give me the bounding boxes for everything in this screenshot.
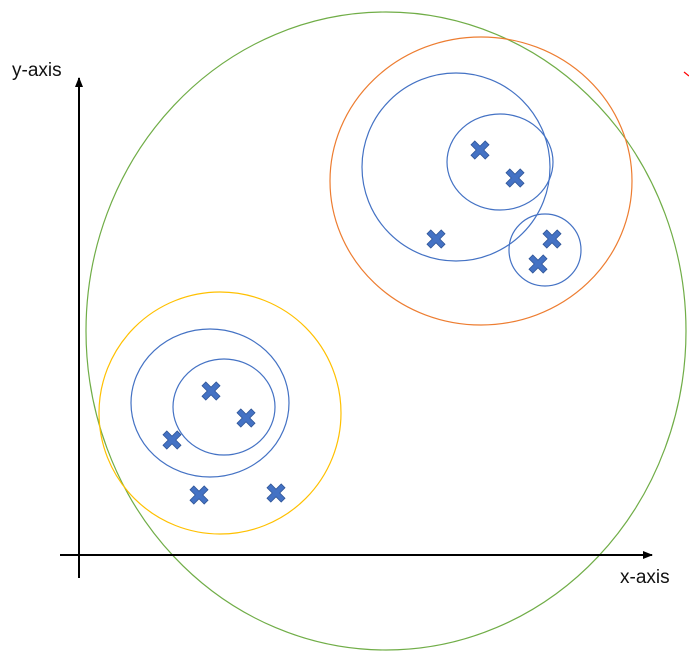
cluster-circles bbox=[85, 11, 687, 651]
data-point-p8 bbox=[162, 430, 182, 450]
cluster-circle-bottom-left-inner bbox=[172, 358, 276, 456]
data-point-p9 bbox=[189, 485, 209, 505]
cluster-circle-bottom-left-mid bbox=[130, 328, 290, 478]
cluster-circle-top-right-left bbox=[361, 72, 551, 262]
data-point-p6 bbox=[201, 381, 221, 401]
data-point-p2 bbox=[505, 168, 525, 188]
cluster-circle-bottom-left-group bbox=[98, 291, 342, 535]
data-point-p1 bbox=[470, 140, 490, 160]
y-axis-label: y-axis bbox=[12, 60, 62, 81]
cluster-circle-top-right-inner bbox=[446, 113, 554, 211]
stray-red-mark bbox=[683, 71, 689, 77]
cluster-circle-outer-all bbox=[85, 11, 687, 651]
x-axis-label: x-axis bbox=[620, 567, 670, 588]
data-point-p3 bbox=[426, 229, 446, 249]
axes bbox=[60, 77, 653, 578]
data-point-p10 bbox=[266, 483, 286, 503]
data-point-p4 bbox=[542, 229, 562, 249]
data-point-p5 bbox=[528, 254, 548, 274]
data-point-p7 bbox=[236, 408, 256, 428]
cluster-circle-top-right-small bbox=[508, 213, 582, 287]
cluster-circle-top-right-group bbox=[329, 36, 633, 326]
data-points bbox=[162, 140, 562, 505]
